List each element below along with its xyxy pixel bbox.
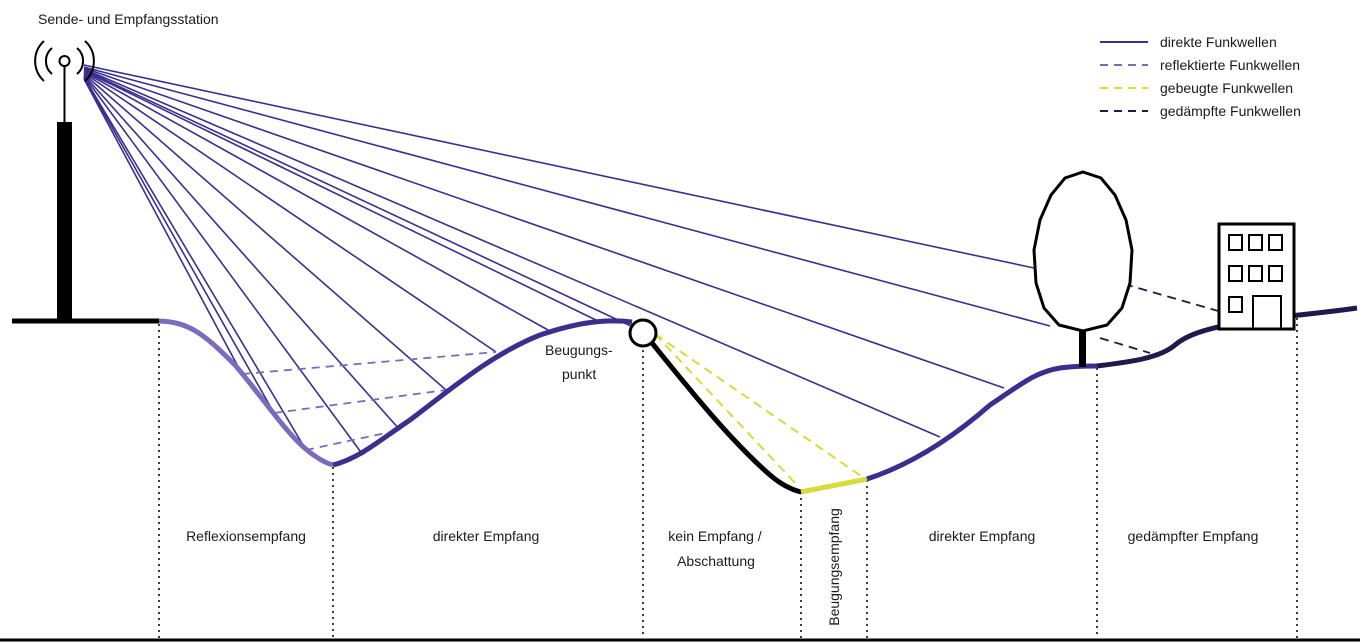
direct-wave	[83, 69, 634, 328]
reflected-wave	[305, 429, 401, 451]
zone-dividers	[158, 318, 1298, 638]
diffracted-waves	[654, 333, 865, 485]
legend: direkte Funkwellen reflektierte Funkwell…	[1100, 34, 1301, 119]
terrain-direct-2	[866, 363, 1098, 482]
terrain-shadow	[650, 341, 802, 495]
damped-waves	[1099, 283, 1223, 354]
zone-label-diffraction: Beugungsempfang	[826, 508, 842, 626]
legend-label-diffracted: gebeugte Funkwellen	[1160, 80, 1293, 96]
zone-label-direct-2: direkter Empfang	[929, 528, 1036, 544]
station-tower	[34, 40, 95, 321]
direct-waves	[83, 64, 1051, 456]
legend-label-damped: gedämpfte Funkwellen	[1160, 103, 1301, 119]
diffraction-point-label-2: punkt	[562, 366, 596, 382]
direct-wave	[83, 76, 307, 451]
legend-label-direct: direkte Funkwellen	[1160, 34, 1277, 50]
direct-wave	[83, 68, 941, 438]
direct-wave	[83, 67, 1005, 389]
diffracted-wave	[654, 333, 865, 479]
direct-wave	[83, 70, 601, 323]
zone-label-damped: gedämpfter Empfang	[1128, 528, 1259, 544]
zone-label-shadow-1: kein Empfang /	[668, 528, 761, 544]
legend-label-reflected: reflektierte Funkwellen	[1160, 57, 1300, 73]
station-title: Sende- und Empfangsstation	[38, 11, 219, 27]
reflected-wave	[273, 389, 447, 414]
direct-wave	[83, 78, 243, 375]
tower-body	[57, 122, 72, 321]
terrain-direct-1	[332, 318, 633, 468]
diffraction-point	[628, 318, 658, 348]
tree-icon	[1032, 170, 1134, 367]
direct-wave	[83, 75, 364, 456]
zone-label-reflection: Reflexionsempfang	[186, 528, 306, 544]
direct-wave	[83, 71, 549, 331]
direct-wave	[83, 77, 275, 414]
direct-wave	[83, 73, 447, 391]
tree-trunk	[1079, 325, 1086, 367]
building-door	[1252, 295, 1282, 330]
damped-wave	[1123, 283, 1223, 313]
terrain-diffraction	[800, 476, 868, 495]
direct-wave	[83, 66, 1051, 327]
reflected-wave	[241, 351, 497, 375]
zone-label-direct-1: direkter Empfang	[433, 528, 540, 544]
direct-wave	[83, 74, 401, 431]
reflected-waves	[241, 351, 497, 451]
terrain-reflection	[158, 318, 334, 468]
tree-crown	[1032, 170, 1134, 333]
antenna-icon	[34, 40, 95, 82]
direct-wave	[83, 64, 1035, 269]
zone-label-shadow-2: Abschattung	[677, 553, 755, 569]
diffracted-wave	[654, 333, 797, 485]
diffraction-point-label-1: Beugungs-	[545, 342, 613, 358]
building-icon	[1217, 222, 1296, 331]
damped-wave	[1099, 337, 1151, 354]
direct-wave	[83, 72, 497, 353]
